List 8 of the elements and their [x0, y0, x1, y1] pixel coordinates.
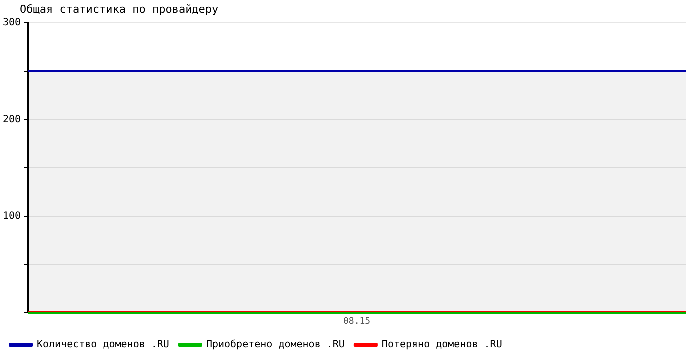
legend-label: Количество доменов .RU: [37, 340, 170, 351]
legend-label: Приобретено доменов .RU: [206, 340, 345, 351]
y-tick-label: 300: [3, 18, 22, 29]
chart-title: Общая статистика по провайдеру: [20, 3, 219, 16]
y-tick-label: 100: [3, 211, 22, 222]
x-tick-label: 08.15: [343, 316, 371, 327]
legend-label: Потеряно доменов .RU: [382, 340, 502, 351]
y-tick-label: 200: [3, 114, 22, 126]
